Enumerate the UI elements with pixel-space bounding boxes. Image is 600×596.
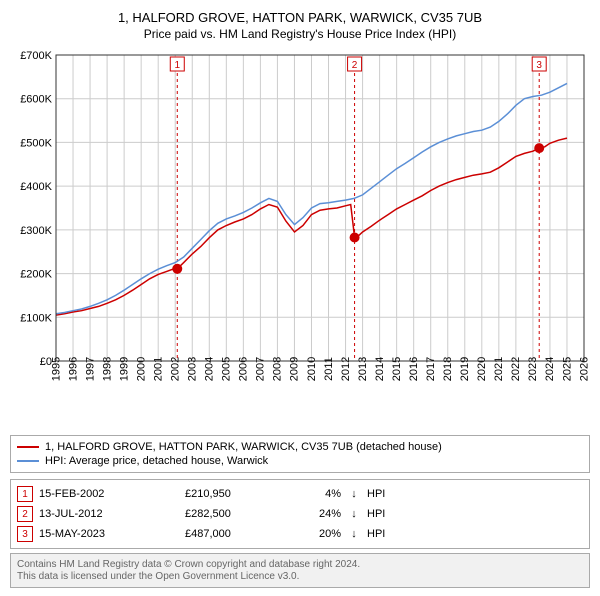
- svg-text:1996: 1996: [67, 357, 79, 381]
- svg-text:2007: 2007: [255, 357, 267, 381]
- event-pct: 4%: [301, 488, 341, 500]
- footer-line-2: This data is licensed under the Open Gov…: [17, 571, 583, 582]
- event-row: 2 13-JUL-2012 £282,500 24% ↓ HPI: [17, 504, 583, 524]
- svg-text:2013: 2013: [357, 357, 369, 381]
- svg-text:1998: 1998: [101, 357, 113, 381]
- svg-text:2014: 2014: [374, 357, 386, 381]
- event-row: 3 15-MAY-2023 £487,000 20% ↓ HPI: [17, 524, 583, 544]
- event-date: 15-MAY-2023: [39, 528, 179, 540]
- svg-text:1: 1: [174, 60, 180, 71]
- legend-item: 1, HALFORD GROVE, HATTON PARK, WARWICK, …: [17, 440, 583, 454]
- attribution-footer: Contains HM Land Registry data © Crown c…: [10, 553, 590, 588]
- legend-swatch: [17, 460, 39, 462]
- footer-line-1: Contains HM Land Registry data © Crown c…: [17, 559, 583, 570]
- legend-label: 1, HALFORD GROVE, HATTON PARK, WARWICK, …: [45, 441, 442, 453]
- svg-text:2000: 2000: [135, 357, 147, 381]
- down-arrow-icon: ↓: [347, 528, 361, 540]
- event-marker: 1: [17, 486, 33, 502]
- legend-label: HPI: Average price, detached house, Warw…: [45, 455, 268, 467]
- svg-text:2010: 2010: [306, 357, 318, 381]
- event-date: 13-JUL-2012: [39, 508, 179, 520]
- event-marker: 2: [17, 506, 33, 522]
- svg-text:2001: 2001: [152, 357, 164, 381]
- svg-text:2020: 2020: [476, 357, 488, 381]
- svg-text:£400K: £400K: [20, 181, 52, 193]
- down-arrow-icon: ↓: [347, 508, 361, 520]
- svg-text:2022: 2022: [510, 357, 522, 381]
- svg-text:2008: 2008: [272, 357, 284, 381]
- svg-text:2024: 2024: [544, 357, 556, 381]
- svg-text:1999: 1999: [118, 357, 130, 381]
- event-marker: 3: [17, 526, 33, 542]
- event-pct: 24%: [301, 508, 341, 520]
- page-subtitle: Price paid vs. HM Land Registry's House …: [8, 27, 592, 41]
- svg-text:2018: 2018: [442, 357, 454, 381]
- svg-text:2015: 2015: [391, 357, 403, 381]
- event-row: 1 15-FEB-2002 £210,950 4% ↓ HPI: [17, 484, 583, 504]
- page-title: 1, HALFORD GROVE, HATTON PARK, WARWICK, …: [8, 10, 592, 25]
- svg-text:2017: 2017: [425, 357, 437, 381]
- svg-text:2002: 2002: [170, 357, 182, 381]
- event-hpi-label: HPI: [367, 488, 385, 500]
- svg-text:£200K: £200K: [20, 269, 52, 281]
- svg-text:2005: 2005: [221, 357, 233, 381]
- svg-text:2023: 2023: [527, 357, 539, 381]
- svg-text:2: 2: [352, 60, 358, 71]
- event-price: £282,500: [185, 508, 295, 520]
- svg-text:£100K: £100K: [20, 312, 52, 324]
- svg-text:2016: 2016: [408, 357, 420, 381]
- svg-text:2006: 2006: [238, 357, 250, 381]
- svg-text:2025: 2025: [561, 357, 573, 381]
- svg-text:2009: 2009: [289, 357, 301, 381]
- event-date: 15-FEB-2002: [39, 488, 179, 500]
- price-chart: £0£100K£200K£300K£400K£500K£600K£700K199…: [8, 49, 592, 429]
- down-arrow-icon: ↓: [347, 488, 361, 500]
- svg-text:2004: 2004: [204, 357, 216, 381]
- event-price: £210,950: [185, 488, 295, 500]
- svg-text:£600K: £600K: [20, 94, 52, 106]
- legend-swatch: [17, 446, 39, 448]
- event-hpi-label: HPI: [367, 528, 385, 540]
- svg-text:1997: 1997: [84, 357, 96, 381]
- svg-text:3: 3: [536, 60, 542, 71]
- legend-item: HPI: Average price, detached house, Warw…: [17, 454, 583, 468]
- event-price: £487,000: [185, 528, 295, 540]
- svg-text:2019: 2019: [459, 357, 471, 381]
- event-hpi-label: HPI: [367, 508, 385, 520]
- svg-text:£300K: £300K: [20, 225, 52, 237]
- svg-text:2021: 2021: [493, 357, 505, 381]
- svg-text:2003: 2003: [187, 357, 199, 381]
- legend: 1, HALFORD GROVE, HATTON PARK, WARWICK, …: [10, 435, 590, 473]
- svg-text:2012: 2012: [340, 357, 352, 381]
- svg-text:£500K: £500K: [20, 137, 52, 149]
- svg-text:£700K: £700K: [20, 50, 52, 62]
- event-pct: 20%: [301, 528, 341, 540]
- events-table: 1 15-FEB-2002 £210,950 4% ↓ HPI 2 13-JUL-2012 £2…: [10, 479, 590, 549]
